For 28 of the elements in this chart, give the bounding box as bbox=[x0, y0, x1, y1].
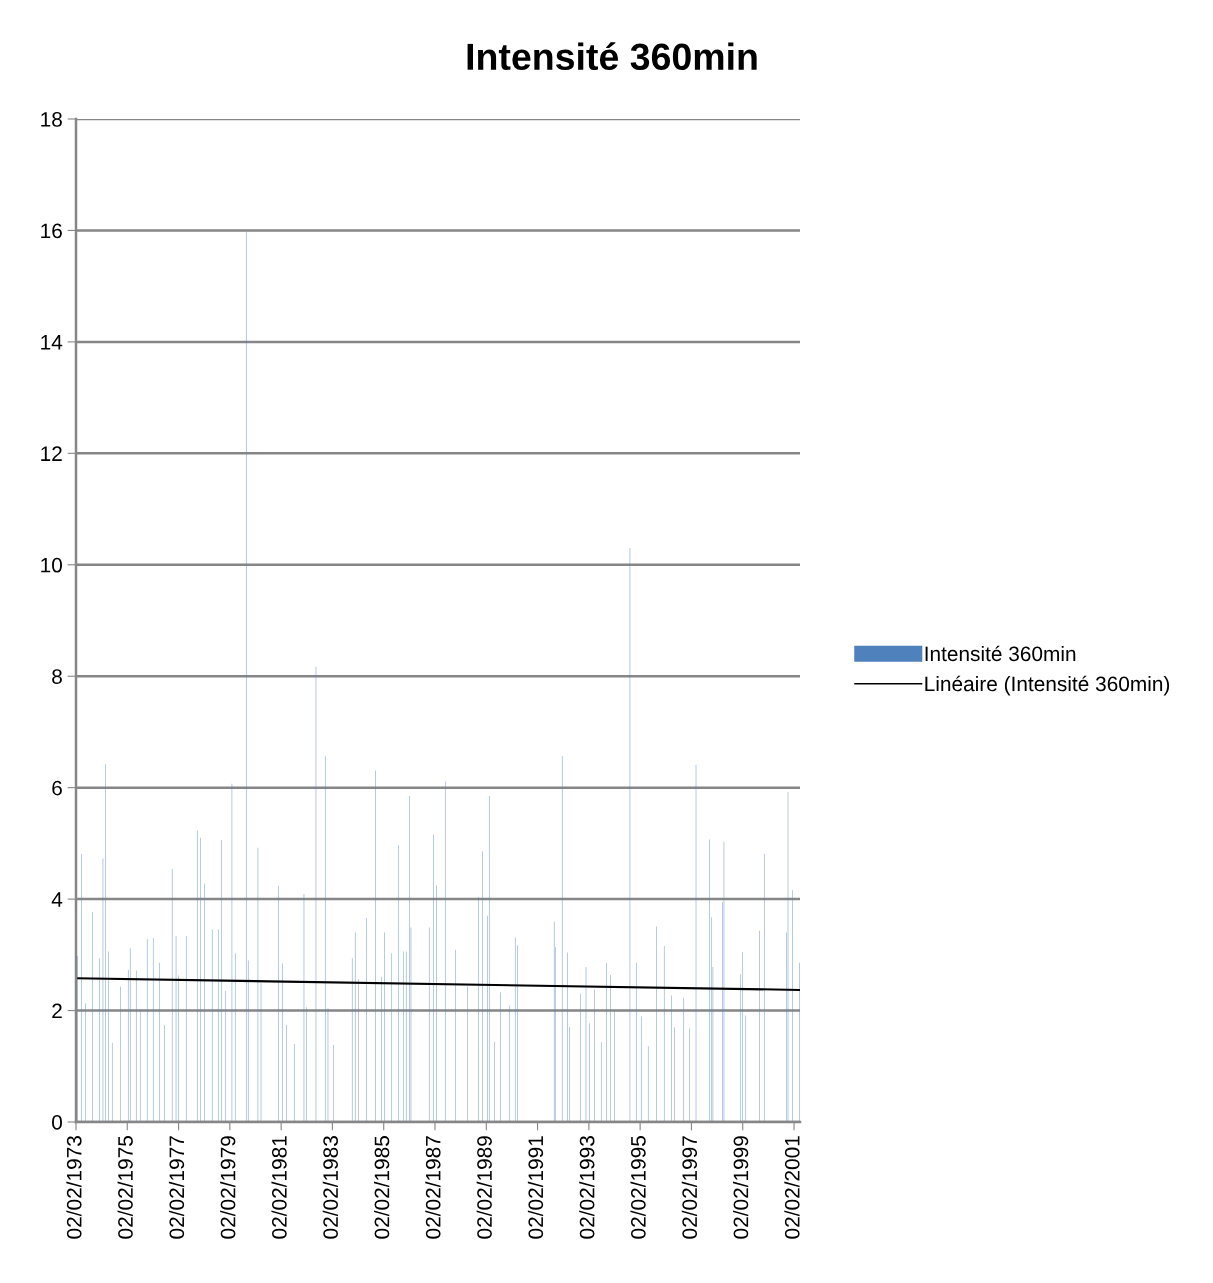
legend-label: Intensité 360min bbox=[925, 645, 1076, 662]
y-tick-label: 14 bbox=[41, 335, 63, 350]
y-tick-label: 8 bbox=[52, 669, 62, 684]
x-tick-label: 02/02/2001 bbox=[784, 1136, 800, 1239]
y-tick-label: 4 bbox=[51, 892, 63, 907]
y-tick-label: 6 bbox=[52, 780, 62, 796]
x-tick-label: 02/02/1997 bbox=[681, 1136, 698, 1239]
x-tick-label: 02/02/1993 bbox=[579, 1136, 595, 1239]
y-tick-label: 0 bbox=[52, 1115, 62, 1130]
chart-title: Intensité 360min bbox=[467, 42, 757, 71]
y-tick-label: 12 bbox=[41, 446, 62, 461]
y-tick-label: 10 bbox=[41, 557, 62, 573]
x-tick-label: 02/02/1979 bbox=[220, 1136, 236, 1239]
x-tick-label: 02/02/1999 bbox=[733, 1136, 749, 1239]
x-tick-label: 02/02/1975 bbox=[117, 1136, 133, 1239]
legend-label: Linéaire (Intensité 360min) bbox=[925, 675, 1170, 696]
x-tick-label: 02/02/1989 bbox=[476, 1136, 492, 1239]
y-tick-label: 2 bbox=[52, 1003, 62, 1019]
y-tick-label: 16 bbox=[41, 223, 62, 239]
x-tick-label: 02/02/1991 bbox=[527, 1136, 544, 1239]
x-tick-label: 02/02/1983 bbox=[322, 1136, 338, 1239]
x-tick-label: 02/02/1973 bbox=[66, 1136, 82, 1239]
x-tick-label: 02/02/1995 bbox=[630, 1136, 646, 1239]
x-tick-label: 02/02/1985 bbox=[374, 1136, 390, 1239]
x-tick-label: 02/02/1981 bbox=[271, 1136, 287, 1239]
y-tick-label: 18 bbox=[41, 112, 62, 127]
x-tick-label: 02/02/1987 bbox=[425, 1136, 441, 1239]
x-tick-label: 02/02/1977 bbox=[168, 1136, 185, 1239]
